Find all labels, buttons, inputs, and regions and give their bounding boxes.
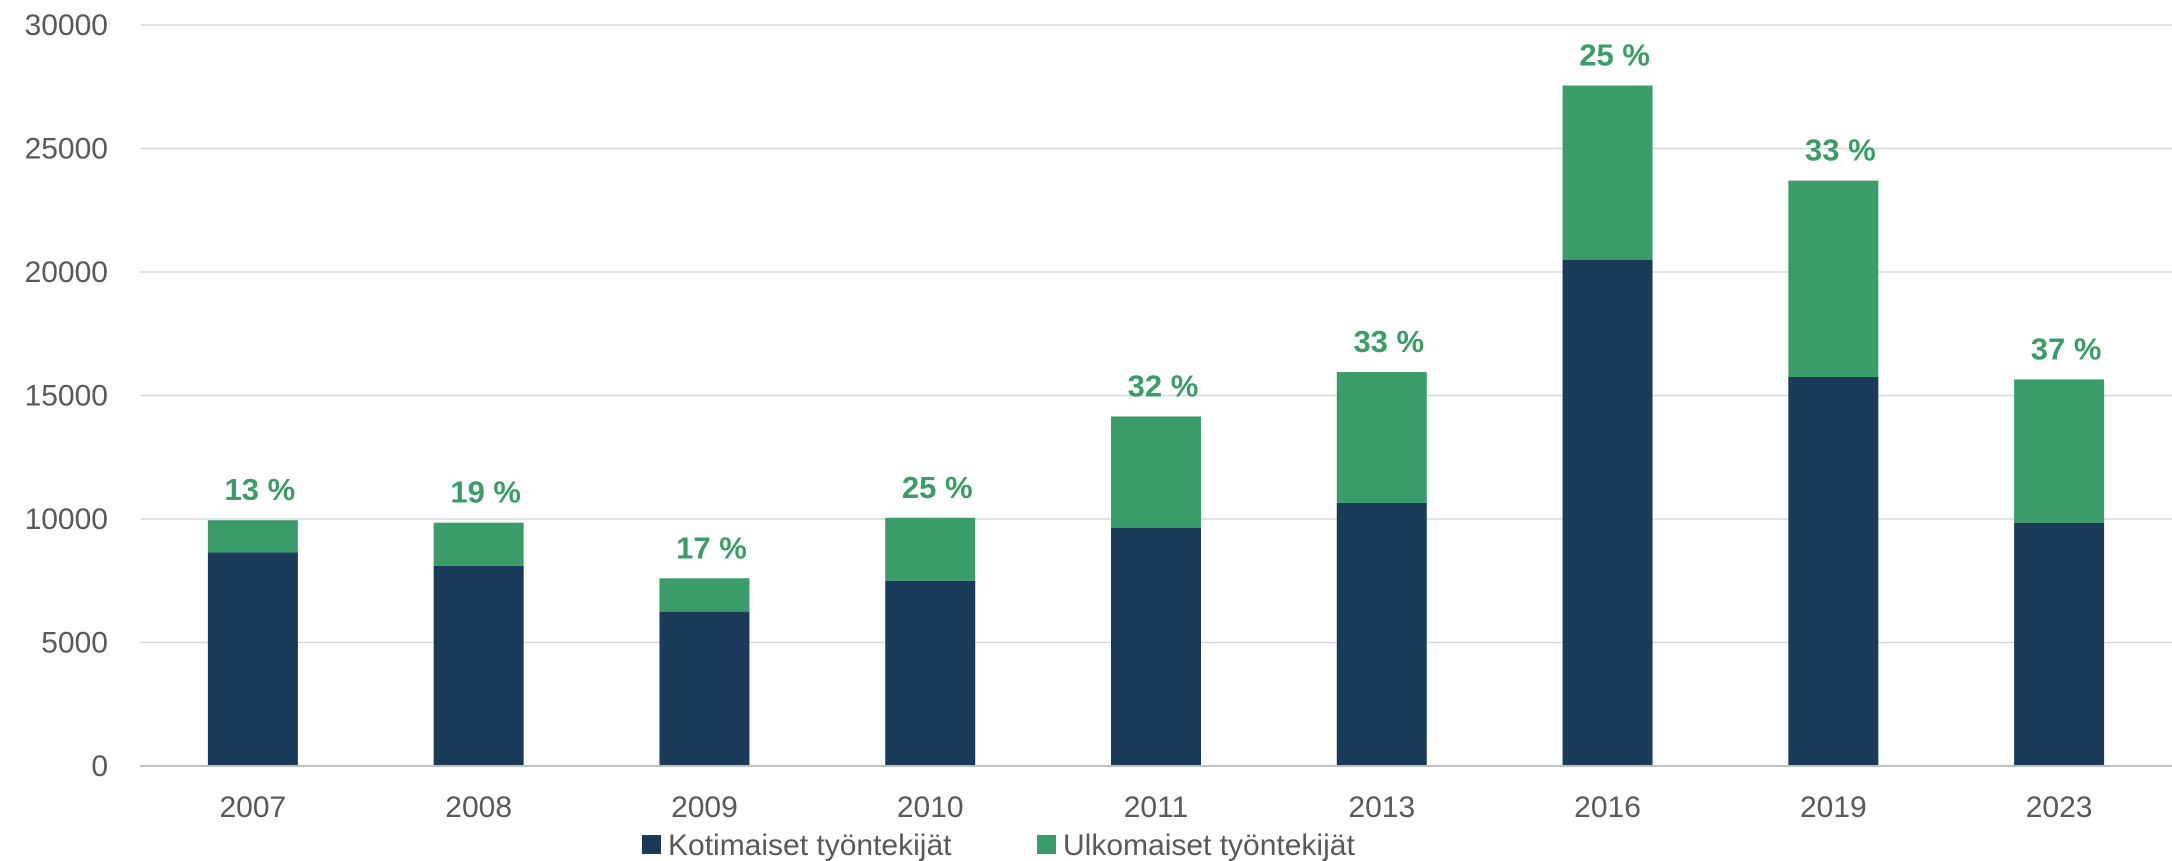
data-labels: 13 % 19 % 17 % 25 % 32 % 33 % 25 % 33 % 37 % <box>225 38 2102 566</box>
bar-foreign-2010 <box>885 517 976 581</box>
bar-foreign-2019 <box>1788 180 1879 377</box>
bar-foreign-2008 <box>433 522 524 566</box>
bar-domestic-2023 <box>2014 522 2105 766</box>
bar-domestic-2016 <box>1562 259 1653 766</box>
y-tick-label: 20000 <box>25 256 108 289</box>
x-tick-label: 2008 <box>445 791 512 824</box>
bar-foreign-2011 <box>1111 416 1201 528</box>
legend-swatch <box>1037 835 1056 854</box>
y-tick-label: 30000 <box>25 9 108 42</box>
data-label: 25 % <box>1579 38 1650 73</box>
x-tick-label: 2016 <box>1574 791 1641 824</box>
data-label: 33 % <box>1353 324 1424 359</box>
legend-swatch <box>642 835 661 854</box>
bar-foreign-2009 <box>659 578 750 612</box>
legend-label: Ulkomaiset työntekijät <box>1063 829 1355 861</box>
bar-domestic-2010 <box>885 580 976 766</box>
x-tick-label: 2011 <box>1124 791 1189 824</box>
data-label: 19 % <box>450 475 521 510</box>
y-axis-tick-labels: 0 5000 10000 15000 20000 25000 30000 <box>25 9 108 783</box>
data-label: 32 % <box>1128 368 1199 403</box>
y-tick-label: 5000 <box>41 627 108 660</box>
legend-label: Kotimaiset työntekijät <box>668 829 952 861</box>
x-tick-label: 2023 <box>2026 791 2093 824</box>
data-label: 13 % <box>225 472 296 507</box>
bars <box>207 85 2105 766</box>
x-axis-tick-labels: 2007 2008 2009 2010 2011 2013 2016 2019 2023 <box>220 791 2093 824</box>
x-tick-label: 2009 <box>671 791 738 824</box>
data-label: 33 % <box>1805 133 1876 168</box>
y-tick-label: 10000 <box>25 503 108 536</box>
bar-foreign-2016 <box>1562 85 1653 260</box>
bar-foreign-2023 <box>2014 379 2105 523</box>
x-tick-label: 2010 <box>897 791 964 824</box>
data-label: 17 % <box>676 530 747 565</box>
legend: Kotimaiset työntekijät Ulkomaiset työntek… <box>642 829 1355 861</box>
bar-domestic-2008 <box>433 565 524 766</box>
y-tick-label: 25000 <box>25 133 108 166</box>
bar-domestic-2019 <box>1788 376 1879 766</box>
bar-domestic-2007 <box>207 552 298 766</box>
x-tick-label: 2013 <box>1348 791 1415 824</box>
bar-foreign-2013 <box>1336 372 1427 503</box>
bar-domestic-2013 <box>1336 502 1427 766</box>
data-label: 37 % <box>2031 331 2102 366</box>
y-tick-label: 15000 <box>25 380 108 413</box>
data-label: 25 % <box>902 470 973 505</box>
x-tick-label: 2007 <box>220 791 287 824</box>
bar-domestic-2011 <box>1111 527 1201 766</box>
x-tick-label: 2019 <box>1800 791 1867 824</box>
bar-foreign-2007 <box>207 520 298 553</box>
bar-domestic-2009 <box>659 611 750 766</box>
y-tick-label: 0 <box>91 750 108 783</box>
